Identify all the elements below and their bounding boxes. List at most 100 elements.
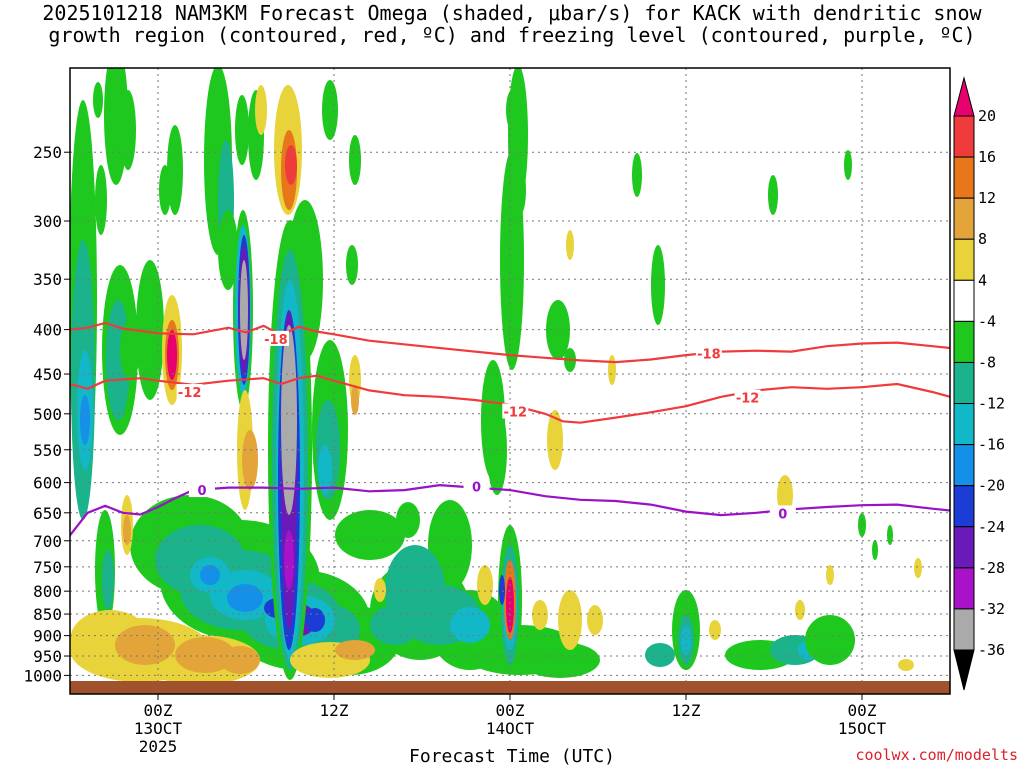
contour-label-background bbox=[463, 478, 490, 494]
omega-shade bbox=[805, 615, 855, 665]
colorbar-label: -36 bbox=[978, 641, 1005, 659]
omega-shade bbox=[826, 565, 834, 585]
colorbar-segment bbox=[953, 320, 975, 363]
omega-shade bbox=[346, 245, 358, 285]
colorbar-label: -28 bbox=[978, 559, 1005, 577]
contour-label-background bbox=[769, 505, 796, 521]
y-tick-label: 600 bbox=[33, 474, 62, 493]
omega-shade bbox=[279, 105, 291, 125]
colorbar-segment bbox=[953, 567, 975, 610]
colorbar-label: -20 bbox=[978, 477, 1005, 495]
omega-shade bbox=[370, 605, 420, 645]
x-tick-label: 12Z bbox=[320, 701, 349, 720]
y-tick-label: 300 bbox=[33, 212, 62, 231]
colorbar-label: -12 bbox=[978, 395, 1005, 413]
colorbar-segment bbox=[953, 156, 975, 199]
omega-shade bbox=[255, 85, 267, 135]
y-tick-label: 850 bbox=[33, 605, 62, 624]
colorbar-label: -16 bbox=[978, 436, 1005, 454]
omega-shade bbox=[374, 578, 386, 602]
contour-label: -18 bbox=[264, 333, 288, 348]
contour-label: 0 bbox=[472, 480, 481, 495]
omega-shade bbox=[93, 82, 103, 118]
y-tick-label: 900 bbox=[33, 627, 62, 646]
omega-shade bbox=[123, 515, 131, 545]
omega-shade bbox=[351, 385, 359, 415]
omega-shade bbox=[520, 642, 600, 678]
contour-label-background bbox=[734, 389, 761, 405]
omega-shade bbox=[335, 640, 375, 660]
omega-shade bbox=[242, 430, 258, 490]
omega-shade bbox=[240, 260, 248, 360]
credit-link[interactable]: coolwx.com/modelts bbox=[855, 746, 1018, 764]
omega-shade bbox=[102, 550, 114, 610]
colorbar-label: 4 bbox=[978, 271, 987, 289]
colorbar-label: -32 bbox=[978, 600, 1005, 618]
colorbar-segment bbox=[953, 608, 975, 651]
omega-shade bbox=[115, 625, 175, 665]
contour-label: 0 bbox=[197, 484, 206, 499]
y-tick-label: 750 bbox=[33, 558, 62, 577]
colorbar-label: 20 bbox=[978, 107, 996, 125]
omega-shade bbox=[95, 165, 107, 235]
y-tick-label: 450 bbox=[33, 365, 62, 384]
omega-shade bbox=[120, 90, 136, 170]
x-tick-date: 13OCT bbox=[134, 719, 183, 738]
contour-line bbox=[70, 483, 950, 536]
omega-shade bbox=[709, 620, 721, 640]
omega-shade bbox=[514, 165, 526, 215]
colorbar-segment bbox=[953, 197, 975, 240]
colorbar-segment bbox=[953, 238, 975, 281]
omega-shade bbox=[632, 153, 642, 197]
y-tick-label: 400 bbox=[33, 321, 62, 340]
omega-shade bbox=[335, 510, 405, 560]
grid-lines bbox=[70, 68, 950, 681]
omega-shade bbox=[120, 320, 140, 380]
colorbar-segment bbox=[953, 115, 975, 158]
omega-shade bbox=[285, 145, 297, 185]
y-axis-ticks: 250 300 350 400 450 500 550 600 650 700 750 800 850 9… bbox=[23, 143, 70, 685]
omega-shade bbox=[396, 502, 420, 538]
contour-label: -12 bbox=[504, 406, 528, 421]
omega-shade bbox=[587, 605, 603, 635]
y-tick-label: 650 bbox=[33, 504, 62, 523]
omega-shade bbox=[167, 330, 177, 380]
colorbar-segment bbox=[953, 361, 975, 405]
colorbar-segment bbox=[953, 444, 975, 487]
omega-shade bbox=[235, 95, 249, 165]
title-line-1: 2025101218 NAM3KM Forecast Omega (shaded… bbox=[42, 1, 982, 25]
contour-line bbox=[70, 321, 950, 364]
omega-shade bbox=[284, 530, 294, 590]
y-tick-label: 350 bbox=[33, 270, 62, 289]
omega-shade bbox=[547, 410, 563, 470]
ground-surface bbox=[70, 681, 950, 694]
omega-shade bbox=[477, 565, 493, 605]
omega-shade bbox=[872, 540, 878, 560]
colorbar-label: 12 bbox=[978, 189, 996, 207]
colorbar-segment bbox=[953, 485, 975, 528]
contour-label-background bbox=[695, 345, 722, 361]
colorbar-segment bbox=[953, 403, 975, 446]
omega-shade bbox=[220, 646, 260, 674]
colorbar-label: 8 bbox=[978, 230, 987, 248]
omega-shade bbox=[914, 558, 922, 578]
omega-shade bbox=[506, 90, 518, 130]
colorbar-label: -4 bbox=[978, 312, 996, 330]
omega-shade bbox=[80, 395, 90, 445]
y-tick-label: 950 bbox=[33, 647, 62, 666]
omega-shade bbox=[532, 600, 548, 630]
omega-shade bbox=[768, 175, 778, 215]
omega-shade bbox=[218, 210, 238, 290]
omega-shade bbox=[898, 659, 914, 671]
x-tick-label: 00Z bbox=[144, 701, 173, 720]
y-tick-label: 500 bbox=[33, 405, 62, 424]
omega-shade bbox=[887, 525, 893, 545]
contour-label: -12 bbox=[178, 386, 202, 401]
contour-label: -18 bbox=[697, 347, 721, 362]
omega-shading bbox=[70, 68, 922, 685]
x-tick-label: 00Z bbox=[496, 701, 525, 720]
temperature-contours: -18 -18 -12 -12 -12 0 0 0 bbox=[70, 321, 950, 536]
contour-label-background bbox=[262, 330, 289, 346]
